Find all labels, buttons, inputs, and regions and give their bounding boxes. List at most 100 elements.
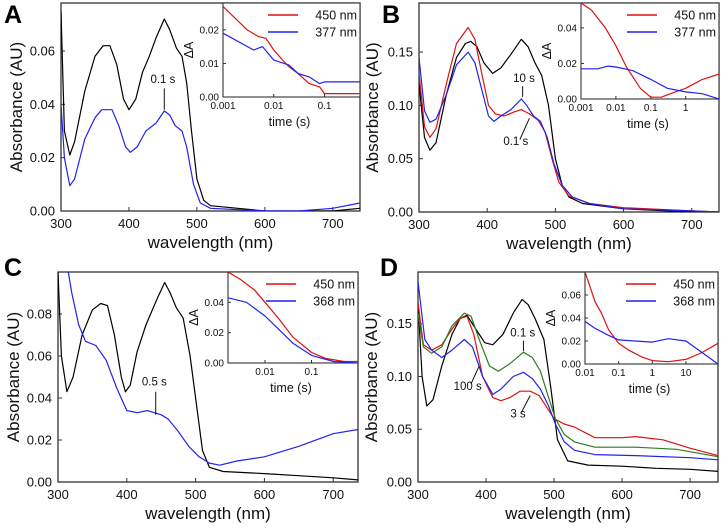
series-line-0p1-s [61, 104, 360, 211]
x-tick-label: 300 [407, 487, 429, 502]
series-group [419, 26, 719, 212]
x-tick-label: 400 [476, 217, 498, 232]
x-axis-label: wavelength (nm) [144, 504, 271, 523]
x-tick-label: 700 [679, 487, 701, 502]
series-group [58, 272, 358, 481]
y-axis-label: ΔA [182, 41, 196, 58]
series-line-450-nm [228, 272, 358, 363]
y-axis-label: Absorbance (AU) [7, 42, 26, 172]
x-axis-label: time (s) [270, 381, 312, 395]
y-tick-label: 0.00 [388, 205, 413, 220]
annotation-label: 10 s [513, 73, 535, 85]
y-axis-label: Absorbance (AU) [4, 312, 23, 442]
annotation-label: 0.1 s [150, 74, 175, 86]
y-tick-label: 0.00 [30, 204, 55, 219]
x-tick-label: 600 [254, 216, 276, 231]
series-group [585, 272, 718, 364]
panel-c: 300 400 500 600 700 0.00 0.02 0.04 0.06 0.08 wavel… [4, 254, 359, 523]
y-axis-label: ΔA [540, 42, 554, 59]
main-plot: 300 400 500 600 700 0.00 0.05 0.10 0.15 wavelengt… [363, 2, 720, 253]
y-axis-label: ΔA [187, 308, 201, 325]
y-tick-label: 0.06 [562, 291, 582, 302]
series-line-377-nm [223, 32, 360, 85]
x-axis-label: time (s) [629, 382, 671, 396]
y-tick-label: 0.02 [205, 328, 225, 339]
series-group [418, 281, 718, 472]
main-plot: 300 400 500 600 700 0.00 0.02 0.04 0.06 wavelengt… [7, 2, 361, 252]
x-axis-label: time (s) [269, 115, 311, 129]
inset-plot: 0.01 0.1 0.00 0.02 0.04 time (s) ΔA 450 nm 368 n… [187, 271, 359, 395]
x-tick-label: 0.01 [575, 368, 595, 379]
main-plot: 300 400 500 600 700 0.00 0.02 0.04 0.06 0.08 wavel… [4, 271, 359, 523]
x-tick-label: 400 [475, 487, 497, 502]
annotation-leader [520, 395, 531, 413]
annotation-label: 0.5 s [142, 376, 167, 388]
x-tick-label: 0.001 [568, 103, 593, 114]
series-group [581, 3, 719, 99]
plot-frame [418, 2, 720, 213]
series-line-3-s [418, 302, 718, 457]
series-line-377-nm [581, 65, 719, 99]
panel-d: 300 400 500 600 700 0.00 0.05 0.10 0.15 wavelengt… [362, 254, 719, 523]
y-axis-label: Absorbance (AU) [363, 42, 382, 172]
panel-letter: A [4, 1, 22, 29]
annotation-leader [470, 365, 480, 385]
plot-frame [417, 271, 719, 483]
x-tick-label: 0.001 [210, 101, 235, 112]
x-tick-label: 500 [543, 487, 565, 502]
y-tick-label: 0.00 [387, 475, 412, 490]
y-tick-label: 0.15 [388, 45, 413, 60]
x-tick-label: 500 [545, 217, 567, 232]
series-line-0p1-s [418, 312, 718, 458]
y-tick-label: 0.04 [30, 97, 55, 112]
x-axis-label: wavelength (nm) [147, 233, 274, 252]
y-tick-label: 0.00 [200, 93, 220, 104]
inset-plot: 0.001 0.01 0.1 0.00 0.01 0.02 time (s) ΔA 450 nm… [182, 2, 361, 129]
legend-label: 377 nm [674, 26, 716, 40]
series-line-0p5-s [67, 272, 358, 466]
annotation-label: 0.1 s [503, 136, 528, 148]
x-tick-label: 1 [649, 368, 655, 379]
y-tick-label: 0.02 [200, 25, 220, 36]
series-line-368-nm [228, 297, 358, 363]
y-tick-label: 0.02 [27, 433, 52, 448]
x-tick-label: 1 [683, 103, 689, 114]
plot-frame [57, 271, 359, 483]
y-tick-label: 0.00 [558, 95, 578, 106]
panel-b: 300 400 500 600 700 0.00 0.05 0.10 0.15 wavelengt… [363, 1, 720, 253]
inset-frame [227, 271, 359, 364]
series-line-initial [58, 272, 358, 481]
y-tick-label: 0.02 [30, 150, 55, 165]
y-axis-label: ΔA [544, 309, 558, 326]
legend-label: 377 nm [315, 26, 357, 40]
x-tick-label: 0.1 [612, 368, 626, 379]
series-group [223, 5, 360, 95]
x-tick-label: 600 [611, 487, 633, 502]
y-tick-label: 0.08 [27, 307, 52, 322]
x-tick-label: 300 [47, 487, 69, 502]
panel-a: 300 400 500 600 700 0.00 0.02 0.04 0.06 wavelengt… [4, 1, 361, 252]
y-axis-label: Absorbance (AU) [362, 312, 381, 442]
series-line-450-nm [585, 272, 718, 363]
x-tick-label: 300 [50, 216, 72, 231]
x-axis-label: wavelength (nm) [505, 234, 632, 253]
series-group [61, 10, 360, 211]
x-tick-label: 0.01 [264, 101, 284, 112]
y-tick-label: 0.05 [387, 422, 412, 437]
x-axis-label: wavelength (nm) [504, 504, 631, 523]
series-group [228, 272, 358, 363]
x-tick-label: 500 [186, 216, 208, 231]
x-tick-label: 0.01 [255, 367, 275, 378]
y-tick-label: 0.10 [388, 98, 413, 113]
y-tick-label: 0.04 [558, 23, 578, 34]
y-tick-label: 0.02 [558, 59, 578, 70]
inset-plot: 0.01 0.1 1 10 0.00 0.02 0.04 0.06 time (s) ΔA 450 … [544, 271, 719, 396]
y-tick-label: 0.00 [562, 360, 582, 371]
y-tick-label: 0.00 [205, 359, 225, 370]
x-tick-label: 400 [116, 487, 138, 502]
panel-letter: C [4, 254, 22, 282]
annotation-label: 100 s [454, 381, 482, 393]
y-tick-label: 0.06 [30, 44, 55, 59]
legend-label: 368 nm [313, 295, 355, 309]
x-tick-label: 600 [254, 487, 276, 502]
